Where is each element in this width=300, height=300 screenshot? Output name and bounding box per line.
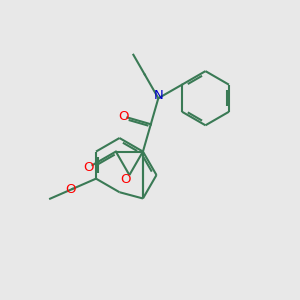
Text: N: N [154, 89, 163, 102]
Text: O: O [83, 161, 94, 174]
Text: O: O [121, 173, 131, 186]
Text: O: O [118, 110, 129, 123]
Text: O: O [65, 183, 76, 196]
